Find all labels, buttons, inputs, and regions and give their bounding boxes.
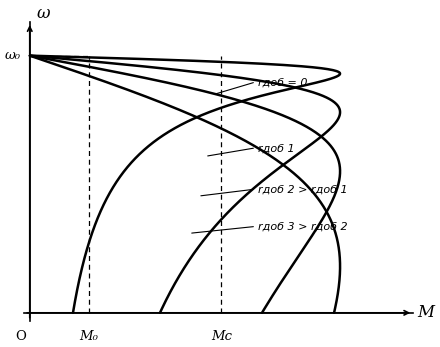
Text: rдоб = 0: rдоб = 0 [258,78,308,88]
Text: O: O [15,330,26,342]
Text: rдоб 2 > rдоб 1: rдоб 2 > rдоб 1 [258,184,348,194]
Text: rдоб 1: rдоб 1 [258,143,294,153]
Text: ω₀: ω₀ [4,49,21,62]
Text: M: M [418,304,435,321]
Text: rдоб 3 > rдоб 2: rдоб 3 > rдоб 2 [258,222,348,232]
Text: Mс: Mс [211,330,232,342]
Text: M₀: M₀ [80,330,99,342]
Text: ω: ω [37,5,50,22]
